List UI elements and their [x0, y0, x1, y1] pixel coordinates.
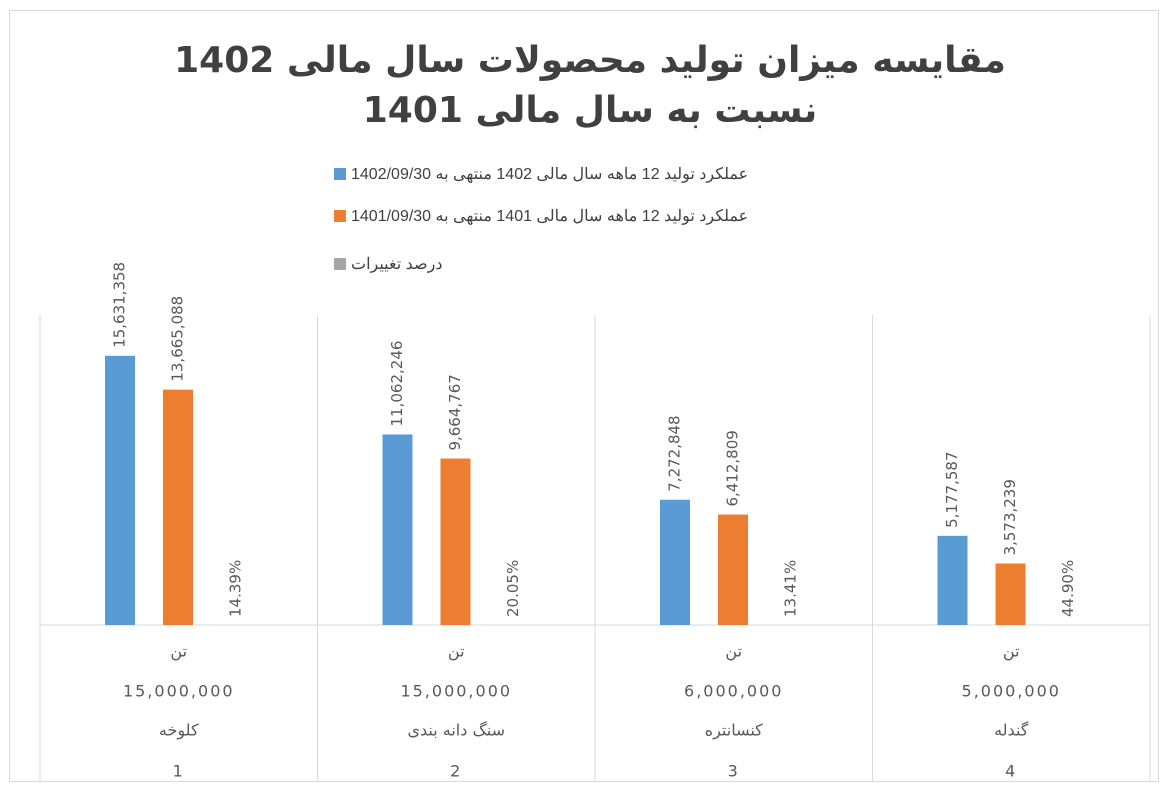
category-unit: تن: [725, 642, 742, 662]
data-label: 5,177,587: [943, 451, 961, 527]
legend-swatch: [334, 210, 346, 222]
category-label: کنسانتره: [705, 721, 763, 741]
data-label: 20.05%: [504, 560, 522, 617]
data-label: 9,664,767: [446, 374, 464, 450]
bar: [660, 499, 690, 625]
chart-title: مقایسه میزان تولید محصولات سال مالی 1402…: [174, 40, 1006, 131]
bar: [718, 514, 748, 625]
category-unit: تن: [1003, 642, 1020, 662]
category-capacity: 6,000,000: [684, 682, 783, 701]
data-label: 11,062,246: [388, 341, 406, 427]
legend-swatch: [334, 258, 346, 270]
category-number: 4: [1005, 762, 1017, 781]
legend-item: عملکرد تولید 12 ماهه سال مالی 1401 منتهی…: [334, 206, 748, 226]
legend-label: عملکرد تولید 12 ماهه سال مالی 1401 منتهی…: [351, 208, 749, 225]
category-unit: تن: [170, 642, 187, 662]
category-label: کلوخه: [159, 721, 199, 741]
data-label: 14.39%: [227, 560, 245, 617]
category-number: 2: [450, 762, 462, 781]
bar: [382, 434, 413, 625]
bar: [995, 563, 1026, 625]
category-number: 3: [728, 762, 740, 781]
legend-label: درصد تغییرات: [351, 256, 443, 273]
category-capacity: 5,000,000: [962, 682, 1061, 701]
bar: [937, 535, 968, 625]
data-label: 44.90%: [1059, 560, 1077, 617]
category-label: گندله: [994, 721, 1029, 740]
category-unit: تن: [448, 642, 465, 662]
category-capacity: 15,000,000: [400, 682, 512, 701]
bar: [440, 458, 471, 625]
data-label: 7,272,848: [666, 415, 684, 491]
chart-border: [9, 10, 1159, 782]
data-label: 6,412,809: [724, 430, 742, 506]
legend-label: عملکرد تولید 12 ماهه سال مالی 1402 منتهی…: [351, 166, 749, 183]
category-number: 1: [173, 762, 185, 781]
legend-swatch: [334, 168, 346, 180]
data-label: 13.41%: [782, 560, 800, 617]
bar: [105, 355, 135, 625]
legend-item: درصد تغییرات: [334, 254, 442, 274]
data-label: 15,631,358: [111, 262, 129, 348]
category-label: سنگ دانه بندی: [407, 721, 505, 740]
bar: [163, 389, 193, 625]
category-capacity: 15,000,000: [123, 682, 235, 701]
legend-item: عملکرد تولید 12 ماهه سال مالی 1402 منتهی…: [334, 164, 748, 184]
data-label: 13,665,088: [169, 296, 187, 382]
data-label: 3,573,239: [1001, 479, 1019, 555]
